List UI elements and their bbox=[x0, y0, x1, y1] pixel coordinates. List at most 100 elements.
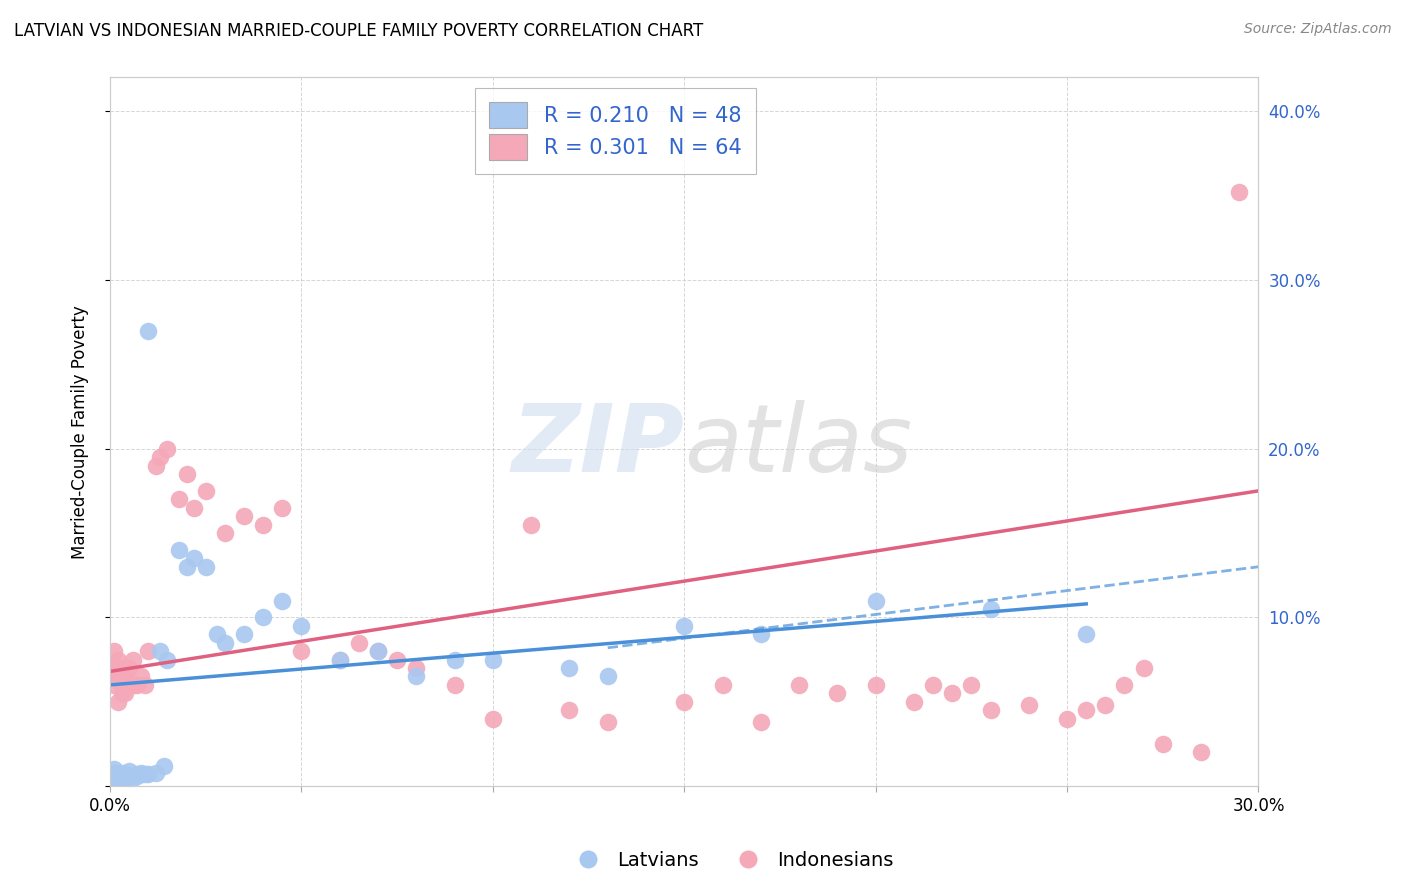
Point bbox=[233, 509, 256, 524]
Point bbox=[114, 669, 136, 683]
Point bbox=[194, 483, 217, 498]
Point bbox=[125, 769, 148, 783]
Point bbox=[941, 686, 963, 700]
Point bbox=[271, 500, 294, 515]
Point bbox=[520, 517, 543, 532]
Point bbox=[673, 619, 696, 633]
Point bbox=[183, 500, 205, 515]
Point bbox=[122, 771, 145, 785]
Point bbox=[385, 652, 408, 666]
Point bbox=[1018, 698, 1040, 713]
Point bbox=[558, 703, 581, 717]
Point bbox=[114, 767, 136, 781]
Point bbox=[1056, 712, 1078, 726]
Point bbox=[145, 458, 167, 473]
Text: ZIP: ZIP bbox=[512, 400, 685, 492]
Point bbox=[367, 644, 389, 658]
Point bbox=[903, 695, 925, 709]
Point bbox=[114, 661, 136, 675]
Point bbox=[149, 450, 172, 464]
Point bbox=[865, 678, 887, 692]
Point bbox=[110, 678, 132, 692]
Point bbox=[290, 644, 312, 658]
Point bbox=[207, 627, 229, 641]
Point bbox=[329, 652, 352, 666]
Point bbox=[865, 593, 887, 607]
Point bbox=[443, 678, 465, 692]
Point bbox=[214, 526, 236, 541]
Point bbox=[103, 765, 125, 780]
Point bbox=[107, 774, 129, 789]
Point bbox=[118, 764, 141, 778]
Point bbox=[405, 661, 427, 675]
Point bbox=[673, 695, 696, 709]
Point bbox=[183, 551, 205, 566]
Point bbox=[118, 769, 141, 783]
Point bbox=[118, 678, 141, 692]
Point bbox=[1132, 661, 1154, 675]
Point bbox=[129, 669, 152, 683]
Point bbox=[122, 678, 145, 692]
Point bbox=[152, 759, 174, 773]
Point bbox=[367, 644, 389, 658]
Point bbox=[711, 678, 734, 692]
Point bbox=[194, 559, 217, 574]
Point bbox=[156, 652, 179, 666]
Point bbox=[107, 661, 129, 675]
Point bbox=[103, 762, 125, 776]
Point bbox=[110, 769, 132, 783]
Point bbox=[110, 686, 132, 700]
Point bbox=[103, 669, 125, 683]
Point bbox=[482, 652, 505, 666]
Point bbox=[107, 769, 129, 783]
Point bbox=[1114, 678, 1136, 692]
Point bbox=[1076, 627, 1098, 641]
Text: LATVIAN VS INDONESIAN MARRIED-COUPLE FAMILY POVERTY CORRELATION CHART: LATVIAN VS INDONESIAN MARRIED-COUPLE FAM… bbox=[14, 22, 703, 40]
Legend: R = 0.210   N = 48, R = 0.301   N = 64: R = 0.210 N = 48, R = 0.301 N = 64 bbox=[475, 87, 756, 174]
Point bbox=[787, 678, 810, 692]
Point bbox=[176, 467, 198, 481]
Point bbox=[110, 661, 132, 675]
Point bbox=[118, 661, 141, 675]
Point bbox=[558, 661, 581, 675]
Point bbox=[979, 703, 1001, 717]
Point bbox=[129, 765, 152, 780]
Point bbox=[405, 669, 427, 683]
Legend: Latvians, Indonesians: Latvians, Indonesians bbox=[561, 843, 901, 878]
Point bbox=[347, 636, 370, 650]
Point bbox=[156, 442, 179, 456]
Point bbox=[103, 678, 125, 692]
Point bbox=[271, 593, 294, 607]
Point bbox=[110, 765, 132, 780]
Point bbox=[922, 678, 945, 692]
Point bbox=[482, 712, 505, 726]
Point bbox=[749, 714, 772, 729]
Point bbox=[107, 695, 129, 709]
Point bbox=[103, 644, 125, 658]
Text: Source: ZipAtlas.com: Source: ZipAtlas.com bbox=[1244, 22, 1392, 37]
Point bbox=[252, 517, 274, 532]
Point bbox=[596, 669, 619, 683]
Point bbox=[214, 636, 236, 650]
Point bbox=[114, 686, 136, 700]
Point bbox=[176, 559, 198, 574]
Point bbox=[122, 652, 145, 666]
Point bbox=[125, 678, 148, 692]
Point bbox=[167, 542, 190, 557]
Point bbox=[134, 767, 156, 781]
Point bbox=[114, 772, 136, 787]
Point bbox=[1189, 745, 1212, 759]
Point bbox=[1227, 185, 1250, 199]
Point bbox=[107, 652, 129, 666]
Point bbox=[827, 686, 849, 700]
Point bbox=[1094, 698, 1116, 713]
Point bbox=[290, 619, 312, 633]
Point bbox=[443, 652, 465, 666]
Point bbox=[1076, 703, 1098, 717]
Point bbox=[749, 627, 772, 641]
Point bbox=[149, 644, 172, 658]
Point bbox=[138, 644, 160, 658]
Point bbox=[107, 767, 129, 781]
Point bbox=[145, 765, 167, 780]
Point bbox=[960, 678, 983, 692]
